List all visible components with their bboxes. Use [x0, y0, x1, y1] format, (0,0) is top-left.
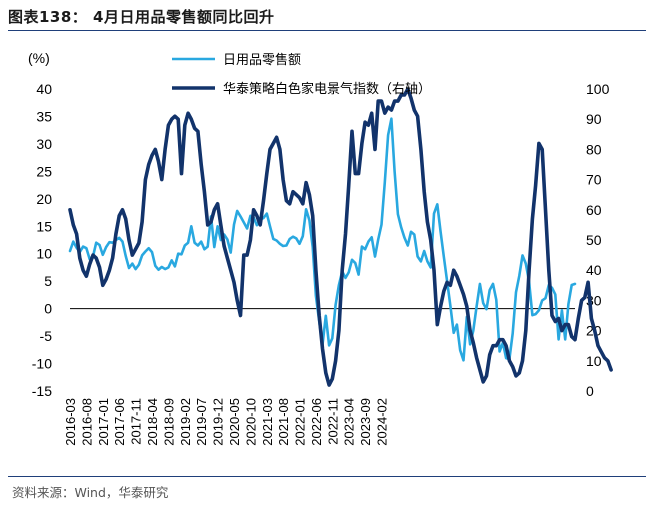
- left-tick-label: 35: [36, 108, 52, 124]
- right-tick-label: 100: [586, 81, 610, 97]
- x-tick-label: 2019-07: [194, 398, 209, 446]
- source-rule: [8, 476, 646, 477]
- left-tick-label: 20: [36, 191, 52, 207]
- right-tick-label: 10: [586, 353, 602, 369]
- left-tick-label: 10: [36, 246, 52, 262]
- x-axis-ticks: 2016-03 2016-08 2017-01 2017-06 2017-11 2018-…: [63, 398, 390, 446]
- right-tick-label: 50: [586, 232, 602, 248]
- left-tick-label: 0: [44, 301, 52, 317]
- left-axis-unit: (%): [28, 50, 50, 66]
- figure-title: 图表138： 4月日用品零售额同比回升: [8, 8, 275, 26]
- series-line-retail: [68, 117, 577, 362]
- right-tick-label: 70: [586, 172, 602, 188]
- right-tick-label: 0: [586, 383, 594, 399]
- title-rule: [8, 30, 646, 31]
- left-tick-label: 30: [36, 136, 52, 152]
- x-tick-label: 2020-05: [227, 398, 242, 446]
- x-tick-label: 2017-06: [112, 398, 127, 446]
- x-tick-label: 2018-04: [145, 398, 160, 446]
- legend-label: 华泰策略白色家电景气指数（右轴）: [223, 81, 431, 97]
- left-axis-ticks: 40 35 30 25 20 15 10 5 0 -5 -10 -15: [32, 81, 52, 399]
- series-lines: [68, 87, 613, 387]
- x-tick-label: 2019-12: [211, 398, 226, 446]
- x-tick-label: 2022-01: [293, 398, 308, 446]
- x-tick-label: 2021-03: [260, 398, 275, 446]
- x-tick-label: 2017-01: [96, 398, 111, 446]
- x-tick-label: 2022-06: [309, 398, 324, 446]
- left-tick-label: 25: [36, 163, 52, 179]
- source-note: 资料来源：Wind，华泰研究: [12, 485, 169, 500]
- right-tick-label: 60: [586, 202, 602, 218]
- x-tick-label: 2019-02: [178, 398, 193, 446]
- right-tick-label: 40: [586, 262, 602, 278]
- left-tick-label: 40: [36, 81, 52, 97]
- right-tick-label: 90: [586, 111, 602, 127]
- x-tick-label: 2024-02: [375, 398, 390, 446]
- x-tick-label: 2016-08: [79, 398, 94, 446]
- right-tick-label: 80: [586, 141, 602, 157]
- x-tick-label: 2023-04: [342, 398, 357, 446]
- left-tick-label: 15: [36, 218, 52, 234]
- series-line-appliance-index: [68, 87, 613, 387]
- left-tick-label: 5: [44, 273, 52, 289]
- legend-label: 日用品零售额: [223, 52, 301, 68]
- left-tick-label: -5: [40, 328, 53, 344]
- x-tick-label: 2017-11: [129, 398, 144, 445]
- left-tick-label: -10: [32, 356, 52, 372]
- left-tick-label: -15: [32, 383, 52, 399]
- x-tick-label: 2020-10: [243, 398, 258, 446]
- x-tick-label: 2016-03: [63, 398, 78, 446]
- x-tick-label: 2018-09: [161, 398, 176, 446]
- x-tick-label: 2022-11: [325, 398, 340, 445]
- x-tick-label: 2023-09: [358, 398, 373, 446]
- x-tick-label: 2021-08: [276, 398, 291, 446]
